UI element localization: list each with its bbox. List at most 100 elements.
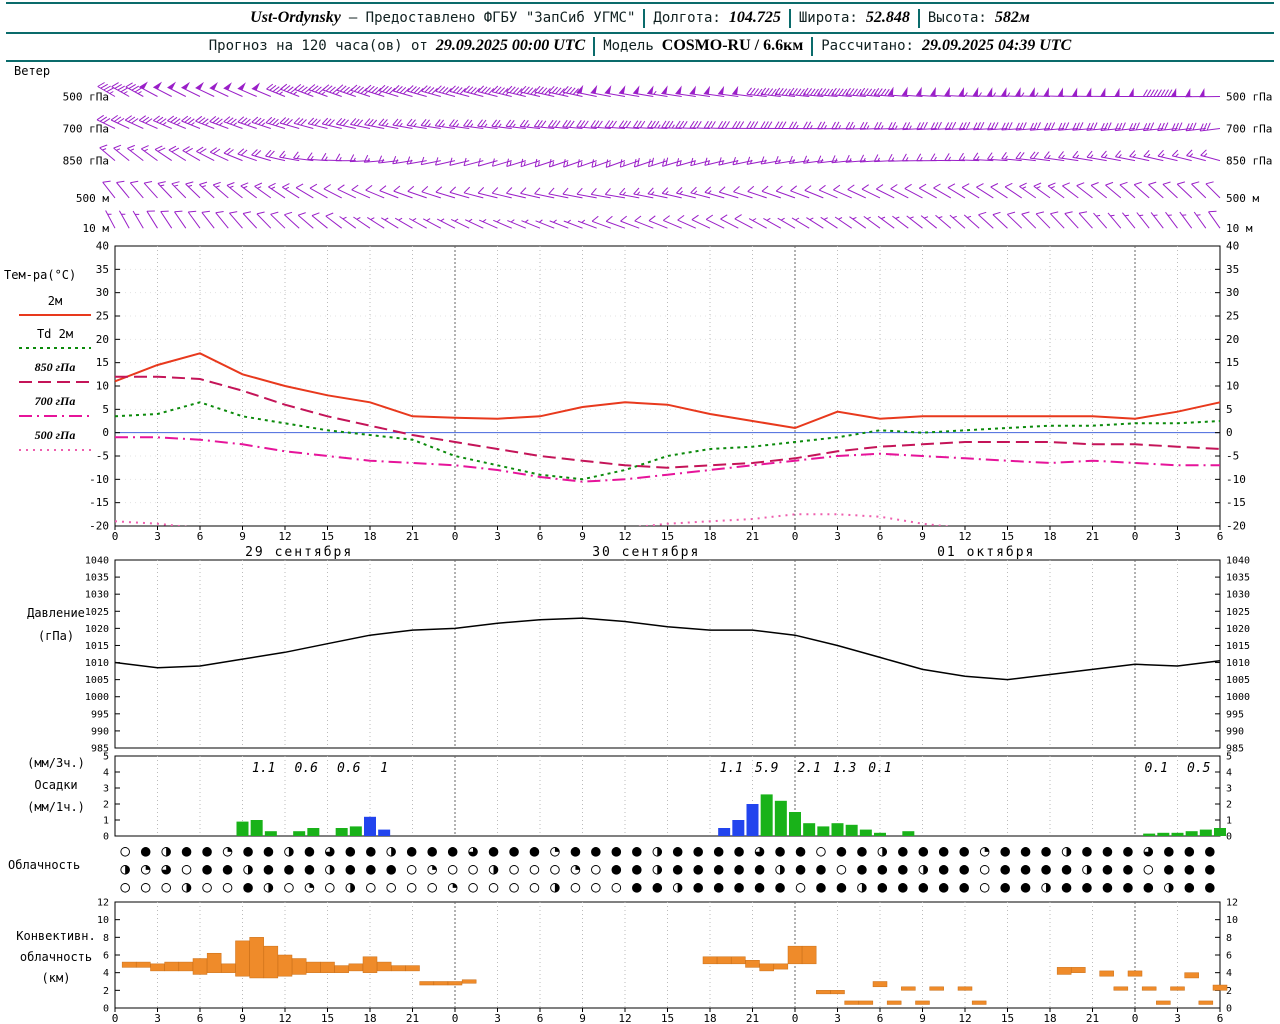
svg-text:●: ● (591, 841, 601, 860)
svg-text:◔: ◔ (550, 841, 560, 860)
svg-text:30: 30 (1226, 286, 1239, 299)
svg-text:○: ○ (1144, 859, 1154, 878)
svg-text:10 м: 10 м (1226, 222, 1253, 235)
cloudiness-panel-title: Облачность (8, 858, 81, 872)
svg-text:●: ● (243, 877, 253, 896)
pressure-title-line2: (гПа) (37, 629, 75, 643)
svg-text:0.1: 0.1 (1145, 761, 1168, 776)
svg-text:-10: -10 (89, 473, 109, 486)
svg-text:●: ● (202, 841, 212, 860)
svg-text:●: ● (837, 877, 847, 896)
svg-text:500 гПа: 500 гПа (63, 90, 109, 103)
svg-text:0.6: 0.6 (337, 761, 361, 776)
svg-text:2: 2 (103, 986, 109, 997)
wind-panel-title: Ветер (14, 64, 51, 78)
svg-text:◑: ◑ (1062, 841, 1072, 860)
svg-text:29 сентября: 29 сентября (245, 545, 353, 560)
svg-text:850 гПа: 850 гПа (1226, 155, 1272, 168)
svg-text:●: ● (918, 841, 928, 860)
svg-text:◑: ◑ (489, 859, 499, 878)
svg-text:●: ● (264, 859, 274, 878)
svg-text:-20: -20 (89, 520, 109, 533)
svg-text:○: ○ (530, 859, 540, 878)
svg-text:1000: 1000 (1226, 692, 1250, 703)
svg-text:15: 15 (321, 530, 334, 543)
svg-text:●: ● (1184, 841, 1194, 860)
svg-text:30: 30 (96, 286, 109, 299)
svg-text:21: 21 (1086, 530, 1099, 543)
svg-text:●: ● (305, 859, 315, 878)
svg-text:●: ● (1000, 859, 1010, 878)
svg-text:10 м: 10 м (83, 222, 110, 235)
svg-text:●: ● (1000, 841, 1010, 860)
separator-bar (643, 8, 646, 28)
svg-text:●: ● (1123, 877, 1133, 896)
svg-text:2.1: 2.1 (797, 761, 820, 776)
legend-label: 2м (47, 294, 63, 308)
svg-text:●: ● (1164, 859, 1174, 878)
station-name: Ust-Ordynsky (250, 9, 341, 26)
svg-text:18: 18 (703, 530, 716, 543)
svg-text:●: ● (1184, 859, 1194, 878)
svg-text:1: 1 (103, 816, 109, 827)
svg-text:●: ● (489, 841, 499, 860)
temperature-legend: 2м Td 2м 850 гПа 700 гПа 500 гПа (2, 294, 108, 462)
svg-text:35: 35 (96, 263, 109, 276)
svg-text:21: 21 (746, 530, 759, 543)
svg-text:○: ○ (509, 877, 519, 896)
svg-text:1010: 1010 (85, 658, 109, 669)
svg-text:3: 3 (834, 1012, 841, 1024)
svg-text:●: ● (305, 841, 315, 860)
model-value: COSMO-RU / 6.6км (661, 37, 804, 54)
svg-text:◑: ◑ (652, 841, 662, 860)
separator-bar (811, 36, 814, 56)
svg-text:○: ○ (366, 877, 376, 896)
svg-text:○: ○ (816, 841, 826, 860)
svg-text:○: ○ (509, 859, 519, 878)
svg-text:1005: 1005 (1226, 675, 1250, 686)
svg-text:21: 21 (1086, 1012, 1099, 1024)
svg-text:●: ● (796, 859, 806, 878)
svg-text:18: 18 (363, 1012, 376, 1024)
svg-text:30 сентября: 30 сентября (592, 545, 700, 560)
svg-text:6: 6 (1217, 1012, 1224, 1024)
svg-text:●: ● (448, 841, 458, 860)
pressure-panel: 1040 1040 1035 1035 1030 1030 1025 1025 1020 1020… (85, 556, 1250, 755)
svg-text:985: 985 (1226, 744, 1244, 755)
svg-text:-5: -5 (96, 450, 109, 463)
svg-text:0: 0 (1132, 1012, 1139, 1024)
svg-text:●: ● (1021, 877, 1031, 896)
svg-text:1035: 1035 (1226, 573, 1250, 584)
svg-text:◑: ◑ (386, 841, 396, 860)
svg-text:18: 18 (363, 530, 376, 543)
svg-text:●: ● (959, 877, 969, 896)
svg-text:●: ● (202, 859, 212, 878)
svg-text:6: 6 (197, 530, 204, 543)
svg-text:700 гПа: 700 гПа (63, 123, 109, 136)
svg-text:10: 10 (1226, 915, 1238, 926)
svg-text:1015: 1015 (1226, 641, 1250, 652)
svg-text:0: 0 (103, 1004, 109, 1015)
svg-text:●: ● (1062, 859, 1072, 878)
svg-text:○: ○ (550, 859, 560, 878)
svg-text:●: ● (1041, 841, 1051, 860)
svg-text:○: ○ (223, 877, 233, 896)
svg-text:●: ● (878, 877, 888, 896)
svg-text:◑: ◑ (775, 859, 785, 878)
svg-text:700 гПа: 700 гПа (1226, 123, 1272, 136)
svg-text:9: 9 (579, 530, 586, 543)
precip-panel-title: (мм/3ч.) Осадки (мм/1ч.) (6, 752, 106, 818)
svg-text:○: ○ (468, 859, 478, 878)
svg-text:10: 10 (1226, 380, 1239, 393)
svg-text:0: 0 (452, 1012, 459, 1024)
svg-text:21: 21 (406, 1012, 419, 1024)
svg-text:○: ○ (386, 877, 396, 896)
svg-text:0: 0 (102, 426, 109, 439)
svg-text:25: 25 (1226, 310, 1239, 323)
svg-text:1: 1 (380, 761, 388, 776)
svg-text:◑: ◑ (857, 877, 867, 896)
svg-text:500 гПа: 500 гПа (1226, 90, 1272, 103)
precip-title-line1: (мм/3ч.) (27, 756, 85, 770)
svg-text:●: ● (1103, 877, 1113, 896)
svg-text:●: ● (1082, 877, 1092, 896)
